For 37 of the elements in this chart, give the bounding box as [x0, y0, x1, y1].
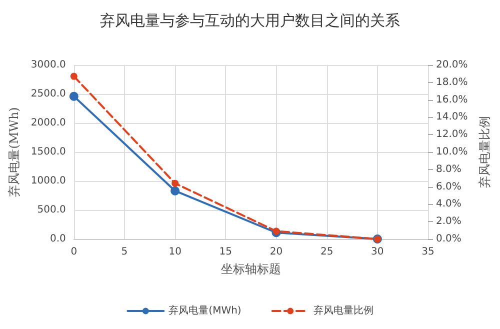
x-tick-label: 0: [70, 246, 78, 258]
y2-tick-label: 8.0%: [436, 164, 462, 175]
y2-tick-label: 4.0%: [436, 198, 462, 210]
point: [272, 228, 280, 235]
y2-tick-label: 0.0%: [436, 234, 462, 244]
x-tick-label: 25: [320, 246, 334, 258]
x-tick-label: 15: [219, 246, 232, 258]
x-tick-label: 35: [422, 246, 434, 258]
x-axis-title: 坐标轴标题: [220, 262, 281, 276]
y-tick-label: 3000.0: [30, 60, 66, 70]
y2-tick-label: 12.0%: [436, 129, 468, 140]
point: [170, 186, 180, 196]
point: [70, 72, 78, 80]
y2-tick-label: 10.0%: [436, 146, 468, 158]
x-tick-label: 30: [371, 246, 384, 258]
legend-label: 弃风电量(MWh): [168, 304, 242, 316]
y2-tick-label: 2.0%: [436, 216, 462, 228]
x-tick-label: 20: [270, 246, 283, 258]
chart-title: 弃风电量与参与互动的大用户数目之间的关系: [100, 12, 400, 30]
y-tick-label: 1000.0: [30, 176, 66, 186]
point: [172, 180, 179, 187]
point: [69, 92, 78, 101]
y2-tick-label: 16.0%: [436, 94, 468, 106]
x-tick-label: 5: [121, 246, 128, 258]
y2-tick-label: 6.0%: [436, 181, 462, 192]
y-tick-label: 0.0: [50, 234, 66, 244]
y2-tick-label: 14.0%: [436, 112, 468, 123]
y2-tick-label: 20.0%: [436, 60, 468, 70]
y2-axis-title: 弃风电量比例: [478, 116, 492, 188]
y-tick-label: 2000.0: [30, 118, 66, 128]
y2-tick-label: 18.0%: [436, 76, 468, 88]
legend-label: 弃风电量比例: [313, 304, 374, 316]
x-tick-label: 10: [168, 246, 182, 258]
y-axis-title: 弃风电量(MWh): [7, 107, 21, 197]
y-tick-label: 2500.0: [30, 88, 66, 100]
y-tick-label: 1500.0: [30, 146, 66, 158]
y-tick-label: 500.0: [37, 204, 66, 216]
